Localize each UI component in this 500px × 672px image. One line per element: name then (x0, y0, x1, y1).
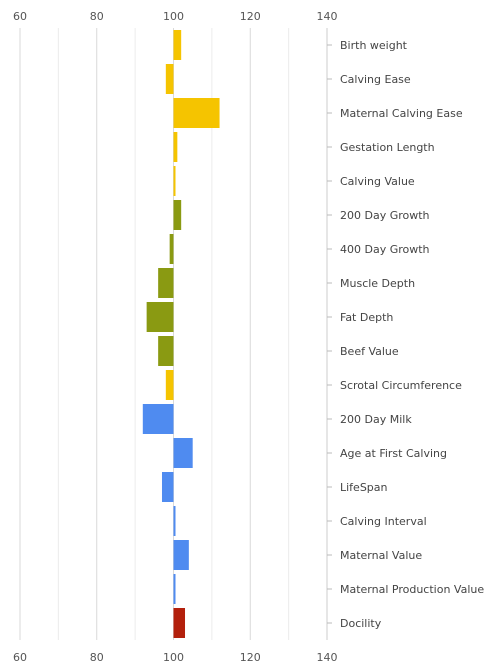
category-label: Maternal Calving Ease (340, 107, 463, 120)
category-label: Birth weight (340, 39, 408, 52)
category-labels: Birth weight Calving Ease Maternal Calving… (327, 39, 484, 630)
bar-maternal-calving-ease (173, 98, 220, 128)
bar-docility (173, 608, 186, 638)
category-label: Calving Interval (340, 515, 427, 528)
bar-birth-weight (173, 30, 182, 60)
category-label: Maternal Production Value (340, 583, 484, 596)
bar-calving-interval (173, 506, 176, 536)
bar-beef-value (158, 336, 174, 366)
category-label: Docility (340, 617, 382, 630)
bar-maternal-production-value (173, 574, 176, 604)
bar-400-day-growth (169, 234, 174, 264)
category-label: 400 Day Growth (340, 243, 430, 256)
bar-calving-value (173, 166, 176, 196)
category-label: Gestation Length (340, 141, 435, 154)
x-axis-bottom: 60 80 100 120 140 (13, 651, 338, 664)
category-label: Calving Ease (340, 73, 411, 86)
x-tick-label-top: 100 (163, 10, 184, 23)
bar-200-day-milk (142, 404, 174, 434)
x-tick-label-top: 80 (90, 10, 104, 23)
x-tick-label-bottom: 80 (90, 651, 104, 664)
bars (142, 30, 220, 638)
bar-lifespan (161, 472, 174, 502)
bar-muscle-depth (158, 268, 174, 298)
x-tick-label-bottom: 120 (240, 651, 261, 664)
bar-200-day-growth (173, 200, 182, 230)
x-tick-label-top: 140 (317, 10, 338, 23)
x-axis-top: 60 80 100 120 140 (13, 10, 338, 23)
category-label: Calving Value (340, 175, 415, 188)
category-label: 200 Day Milk (340, 413, 412, 426)
category-label: Scrotal Circumference (340, 379, 462, 392)
x-tick-label-top: 120 (240, 10, 261, 23)
bar-age-at-first-calving (173, 438, 193, 468)
category-label: Beef Value (340, 345, 399, 358)
bar-calving-ease (165, 64, 174, 94)
category-label: Muscle Depth (340, 277, 415, 290)
category-label: LifeSpan (340, 481, 388, 494)
category-label: Age at First Calving (340, 447, 447, 460)
x-tick-label-bottom: 140 (317, 651, 338, 664)
category-label: 200 Day Growth (340, 209, 430, 222)
x-tick-label-bottom: 100 (163, 651, 184, 664)
bar-fat-depth (146, 302, 174, 332)
bar-gestation-length (173, 132, 178, 162)
category-label: Fat Depth (340, 311, 393, 324)
bar-maternal-value (173, 540, 189, 570)
x-tick-label-bottom: 60 (13, 651, 27, 664)
bar-scrotal-circumference (165, 370, 174, 400)
category-label: Maternal Value (340, 549, 422, 562)
x-tick-label-top: 60 (13, 10, 27, 23)
